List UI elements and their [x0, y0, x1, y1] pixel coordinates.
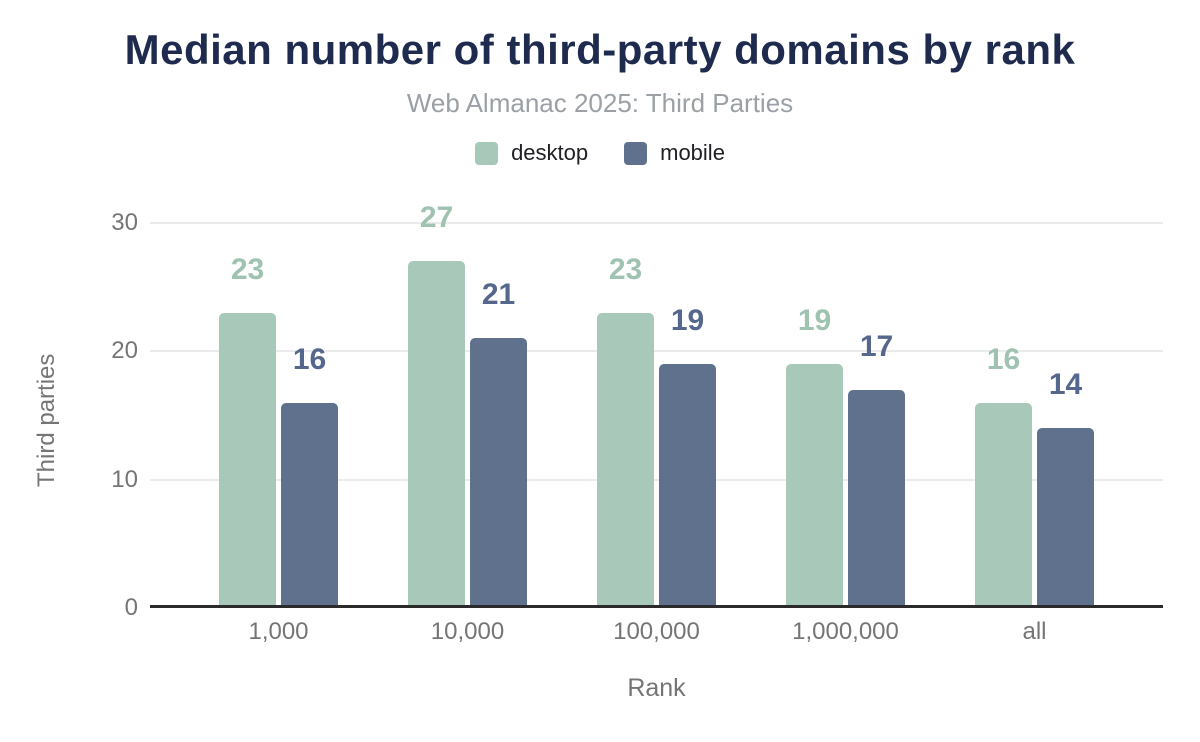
y-tick-label: 20	[111, 337, 138, 365]
y-tick-label: 30	[111, 208, 138, 236]
bar-value-label: 14	[1048, 368, 1083, 402]
legend-swatch-mobile	[624, 141, 648, 165]
bar-groups: 23 16 27 21 23 19 19 17 16 14	[150, 179, 1163, 608]
bar-group-100,000: 23 19	[562, 179, 751, 608]
bar-value-label: 19	[797, 303, 832, 337]
chart-title: Median number of third-party domains by …	[124, 26, 1076, 73]
legend-item-desktop: desktop	[475, 140, 588, 166]
legend-swatch-desktop	[475, 141, 499, 165]
bar-desktop: 23	[597, 254, 654, 608]
gridline	[150, 350, 1163, 353]
bar-mobile: 17	[848, 331, 905, 608]
y-tick-label: 0	[124, 594, 138, 621]
x-tick-label: 1,000	[248, 618, 309, 645]
bar-value-label: 19	[670, 303, 705, 337]
bar-group-10,000: 27 21	[373, 179, 562, 608]
bar-group-1,000,000: 19 17	[751, 179, 940, 608]
x-axis-tick-labels: 1,000 10,000 100,000 1,000,000 all	[150, 618, 1163, 646]
bar-desktop: 16	[975, 344, 1032, 608]
bar-mobile: 16	[281, 344, 338, 608]
bar-group-1,000: 23 16	[184, 179, 373, 608]
x-tick-label: 100,000	[613, 618, 700, 645]
y-tick-label: 10	[111, 465, 138, 493]
legend-label: desktop	[511, 140, 589, 165]
x-tick-label: 10,000	[430, 618, 505, 645]
gridline	[150, 478, 1163, 481]
bar-value-label: 23	[230, 252, 265, 286]
plot-area: 23 16 27 21 23 19 19 17 16 14	[150, 179, 1163, 608]
bar-value-label: 27	[419, 201, 454, 235]
x-axis-baseline	[150, 605, 1163, 608]
y-axis-title: Third parties	[33, 353, 60, 487]
bar-value-label: 16	[986, 342, 1021, 376]
gridline	[150, 221, 1163, 224]
legend-label: mobile	[660, 140, 725, 165]
bar-desktop: 23	[219, 254, 276, 608]
bar-group-all: 16 14	[940, 179, 1129, 608]
x-axis-title: Rank	[627, 674, 686, 702]
bar-mobile: 14	[1037, 370, 1094, 608]
legend: desktop mobile	[0, 140, 1200, 166]
bar-value-label: 23	[608, 252, 643, 286]
bar-desktop: 27	[408, 203, 465, 608]
bar-value-label: 16	[292, 342, 327, 376]
bar-value-label: 17	[859, 329, 894, 363]
legend-item-mobile: mobile	[624, 140, 725, 166]
bar-desktop: 19	[786, 305, 843, 608]
y-axis-tick-labels: 0 10 20 30	[60, 0, 138, 742]
bar-mobile: 19	[659, 305, 716, 608]
x-tick-label: 1,000,000	[792, 618, 899, 645]
bar-mobile: 21	[470, 280, 527, 608]
chart-subtitle: Web Almanac 2025: Third Parties	[406, 88, 794, 118]
bar-value-label: 21	[481, 278, 516, 312]
x-tick-label: all	[1022, 618, 1047, 645]
